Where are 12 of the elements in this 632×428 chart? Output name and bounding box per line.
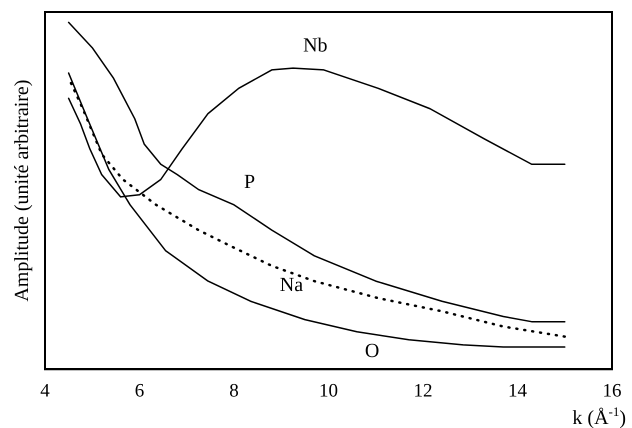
- x-tick-label: 8: [229, 380, 239, 402]
- series-label: Nb: [303, 34, 328, 56]
- series-label: Na: [280, 274, 304, 296]
- x-tick-label: 10: [319, 380, 338, 402]
- x-tick-label: 14: [508, 380, 528, 402]
- series-label: O: [364, 340, 380, 362]
- x-tick-label: 12: [414, 380, 432, 402]
- series-label: P: [244, 171, 256, 194]
- x-tick-label: 16: [602, 380, 622, 402]
- x-tick-label: 4: [40, 380, 50, 402]
- x-tick-label: 6: [134, 380, 144, 402]
- y-axis-title: Amplitude (unité arbitraire): [11, 80, 33, 302]
